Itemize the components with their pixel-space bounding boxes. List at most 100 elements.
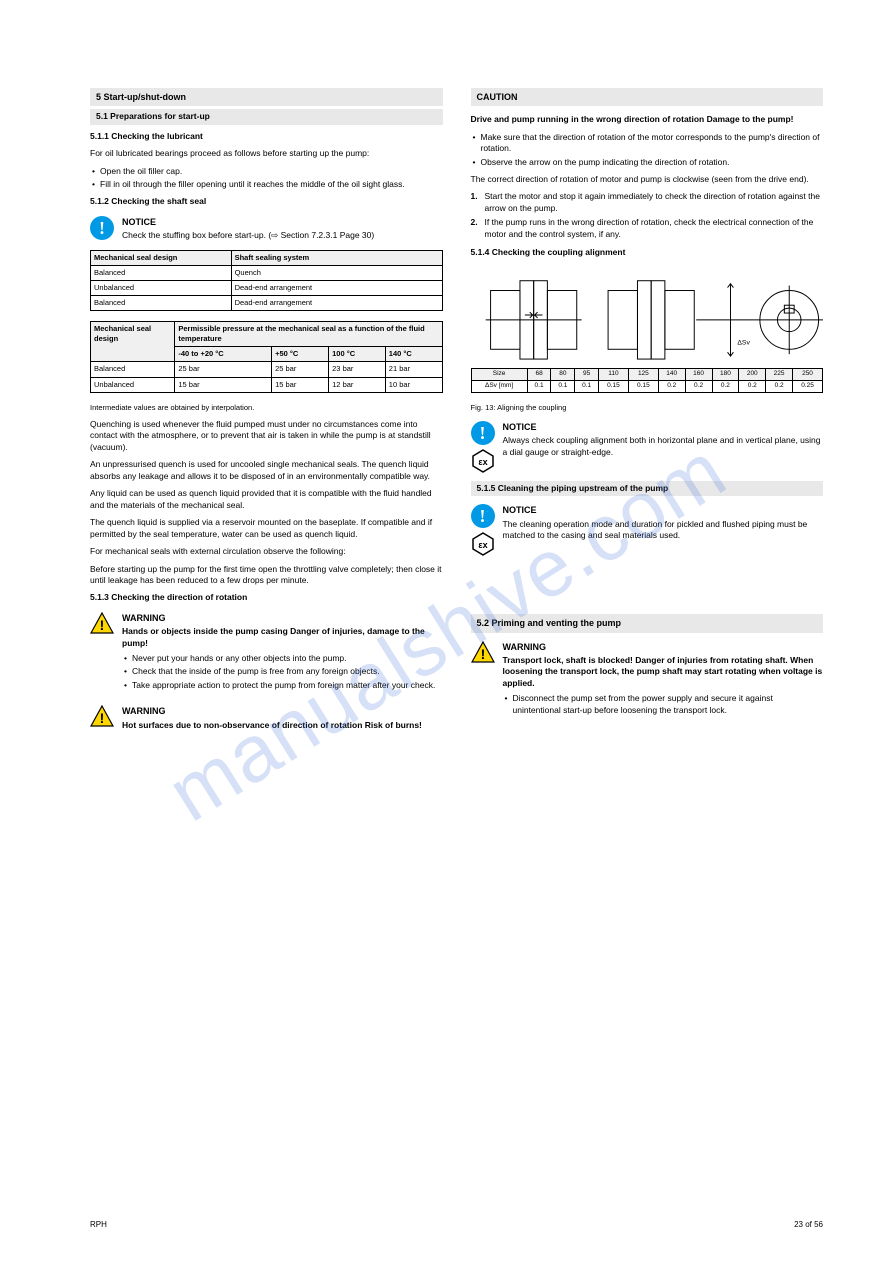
warning-text: Transport lock, shaft is blocked! Danger… bbox=[503, 655, 824, 689]
table-header: Permissible pressure at the mechanical s… bbox=[175, 322, 442, 347]
table-header: 140 °C bbox=[385, 347, 442, 362]
warning-header: WARNING bbox=[122, 612, 443, 624]
notice-icon: ! bbox=[471, 504, 495, 528]
step-2: 2.If the pump runs in the wrong directio… bbox=[471, 217, 824, 240]
lubricant-intro: For oil lubricated bearings proceed as f… bbox=[90, 148, 443, 159]
section-5-1-title: 5.1 Preparations for start-up bbox=[90, 109, 443, 124]
notice-header: NOTICE bbox=[122, 216, 443, 228]
warning-icon: ! bbox=[471, 641, 495, 663]
table-cell: 23 bar bbox=[329, 362, 386, 377]
table-cell: 25 bar bbox=[272, 362, 329, 377]
table-cell: 15 bar bbox=[272, 377, 329, 392]
coupling-table: Size 68 80 95 110 125 140 160 180 200 22… bbox=[471, 368, 824, 393]
footer-right: 23 of 56 bbox=[794, 1220, 823, 1231]
bullet-item: Open the oil filler cap. bbox=[90, 166, 443, 177]
section-5-2-title: 5.2 Priming and venting the pump bbox=[471, 614, 824, 632]
table-cell: 12 bar bbox=[329, 377, 386, 392]
warning-1: ! WARNING Hands or objects inside the pu… bbox=[90, 612, 443, 697]
table-cell: Dead-end arrangement bbox=[231, 280, 442, 295]
bullet-item: Take appropriate action to protect the p… bbox=[122, 680, 443, 691]
table-cell: Unbalanced bbox=[91, 280, 232, 295]
table-cell: Dead-end arrangement bbox=[231, 295, 442, 310]
para: Any liquid can be used as quench liquid … bbox=[90, 488, 443, 511]
para: An unpressurised quench is used for unco… bbox=[90, 459, 443, 482]
table-note: Intermediate values are obtained by inte… bbox=[90, 403, 443, 413]
table-cell: Unbalanced bbox=[91, 377, 175, 392]
notice-text: Always check coupling alignment both in … bbox=[503, 435, 824, 458]
main-columns: 5 Start-up/shut-down 5.1 Preparations fo… bbox=[90, 88, 823, 739]
warning-text: Hands or objects inside the pump casing … bbox=[122, 626, 443, 649]
para: The correct direction of rotation of mot… bbox=[471, 174, 824, 185]
table-pressure: Mechanical seal design Permissible press… bbox=[90, 321, 443, 393]
notice-icon: ! bbox=[471, 421, 495, 445]
warning-icon: ! bbox=[90, 705, 114, 727]
table-header: Mechanical seal design bbox=[91, 322, 175, 362]
notice-text: Check the stuffing box before start-up. … bbox=[122, 230, 443, 241]
svg-text:!: ! bbox=[100, 617, 105, 633]
notice-align: ! εx NOTICE Always check coupling alignm… bbox=[471, 421, 824, 473]
svg-text:!: ! bbox=[100, 710, 105, 726]
warning-5-2: ! WARNING Transport lock, shaft is block… bbox=[471, 641, 824, 722]
section-5-1-2-title: 5.1.2 Checking the shaft seal bbox=[90, 196, 443, 207]
table-mechanical-seal: Mechanical seal design Shaft sealing sys… bbox=[90, 250, 443, 312]
bullet-item: Never put your hands or any other object… bbox=[122, 653, 443, 664]
section-5-1-3-title: 5.1.3 Checking the direction of rotation bbox=[90, 592, 443, 603]
warning-header: WARNING bbox=[122, 705, 443, 717]
notice-clean: ! εx NOTICE The cleaning operation mode … bbox=[471, 504, 824, 556]
section-5-1-1-title: 5.1.1 Checking the lubricant bbox=[90, 131, 443, 142]
notice-header: NOTICE bbox=[503, 421, 824, 433]
coupling-diagram: ΔSv Size 68 80 95 110 125 140 160 180 bbox=[471, 265, 824, 413]
table-cell: 25 bar bbox=[175, 362, 272, 377]
table-cell: Balanced bbox=[91, 295, 232, 310]
bullet-item: Check that the inside of the pump is fre… bbox=[122, 666, 443, 677]
para: Quenching is used whenever the fluid pum… bbox=[90, 419, 443, 453]
caution-header: CAUTION bbox=[471, 88, 824, 106]
notice-text: The cleaning operation mode and duration… bbox=[503, 519, 824, 542]
caution-bullets: Make sure that the direction of rotation… bbox=[471, 132, 824, 168]
right-column: CAUTION Drive and pump running in the wr… bbox=[471, 88, 824, 739]
section-5-1-4-title: 5.1.4 Checking the coupling alignment bbox=[471, 247, 824, 258]
lubricant-bullets: Open the oil filler cap. Fill in oil thr… bbox=[90, 166, 443, 191]
left-column: 5 Start-up/shut-down 5.1 Preparations fo… bbox=[90, 88, 443, 739]
table-header: Shaft sealing system bbox=[231, 250, 442, 265]
warning-icon: ! bbox=[90, 612, 114, 634]
page-footer: RPH 23 of 56 bbox=[90, 1220, 823, 1231]
table-header: Size bbox=[471, 369, 527, 381]
table-header: +50 °C bbox=[272, 347, 329, 362]
svg-text:!: ! bbox=[480, 646, 485, 662]
footer-left: RPH bbox=[90, 1220, 107, 1231]
bullet-item: Fill in oil through the filler opening u… bbox=[90, 179, 443, 190]
warning-header: WARNING bbox=[503, 641, 824, 653]
table-cell: Quench bbox=[231, 265, 442, 280]
diagram-caption: Fig. 13: Aligning the coupling bbox=[471, 403, 824, 413]
coupling-svg: ΔSv bbox=[471, 265, 824, 365]
table-header: Mechanical seal design bbox=[91, 250, 232, 265]
bullet-item: Make sure that the direction of rotation… bbox=[471, 132, 824, 155]
para: The quench liquid is supplied via a rese… bbox=[90, 517, 443, 540]
section-5-1-5-title: 5.1.5 Cleaning the piping upstream of th… bbox=[471, 481, 824, 496]
ex-icon: εx bbox=[471, 532, 495, 556]
table-cell: 10 bar bbox=[385, 377, 442, 392]
table-header: 100 °C bbox=[329, 347, 386, 362]
warning-text: Hot surfaces due to non-observance of di… bbox=[122, 720, 443, 731]
notice-icon: ! bbox=[90, 216, 114, 240]
table-header: -40 to +20 °C bbox=[175, 347, 272, 362]
table-cell: 15 bar bbox=[175, 377, 272, 392]
notice-header: NOTICE bbox=[503, 504, 824, 516]
svg-text:εx: εx bbox=[478, 540, 487, 550]
notice-5-1-2: ! NOTICE Check the stuffing box before s… bbox=[90, 216, 443, 242]
para: Before starting up the pump for the firs… bbox=[90, 564, 443, 587]
bullet-item: Observe the arrow on the pump indicating… bbox=[471, 157, 824, 168]
warning-2: ! WARNING Hot surfaces due to non-observ… bbox=[90, 705, 443, 731]
para: For mechanical seals with external circu… bbox=[90, 546, 443, 557]
ex-icon: εx bbox=[471, 449, 495, 473]
svg-text:ΔSv: ΔSv bbox=[737, 339, 750, 346]
step-1: 1.Start the motor and stop it again imme… bbox=[471, 191, 824, 214]
section-5-title: 5 Start-up/shut-down bbox=[90, 88, 443, 106]
svg-text:εx: εx bbox=[478, 457, 487, 467]
table-cell: Balanced bbox=[91, 362, 175, 377]
caution-text: Drive and pump running in the wrong dire… bbox=[471, 114, 824, 125]
bullet-item: Disconnect the pump set from the power s… bbox=[503, 693, 824, 716]
table-cell: Balanced bbox=[91, 265, 232, 280]
table-cell: 21 bar bbox=[385, 362, 442, 377]
